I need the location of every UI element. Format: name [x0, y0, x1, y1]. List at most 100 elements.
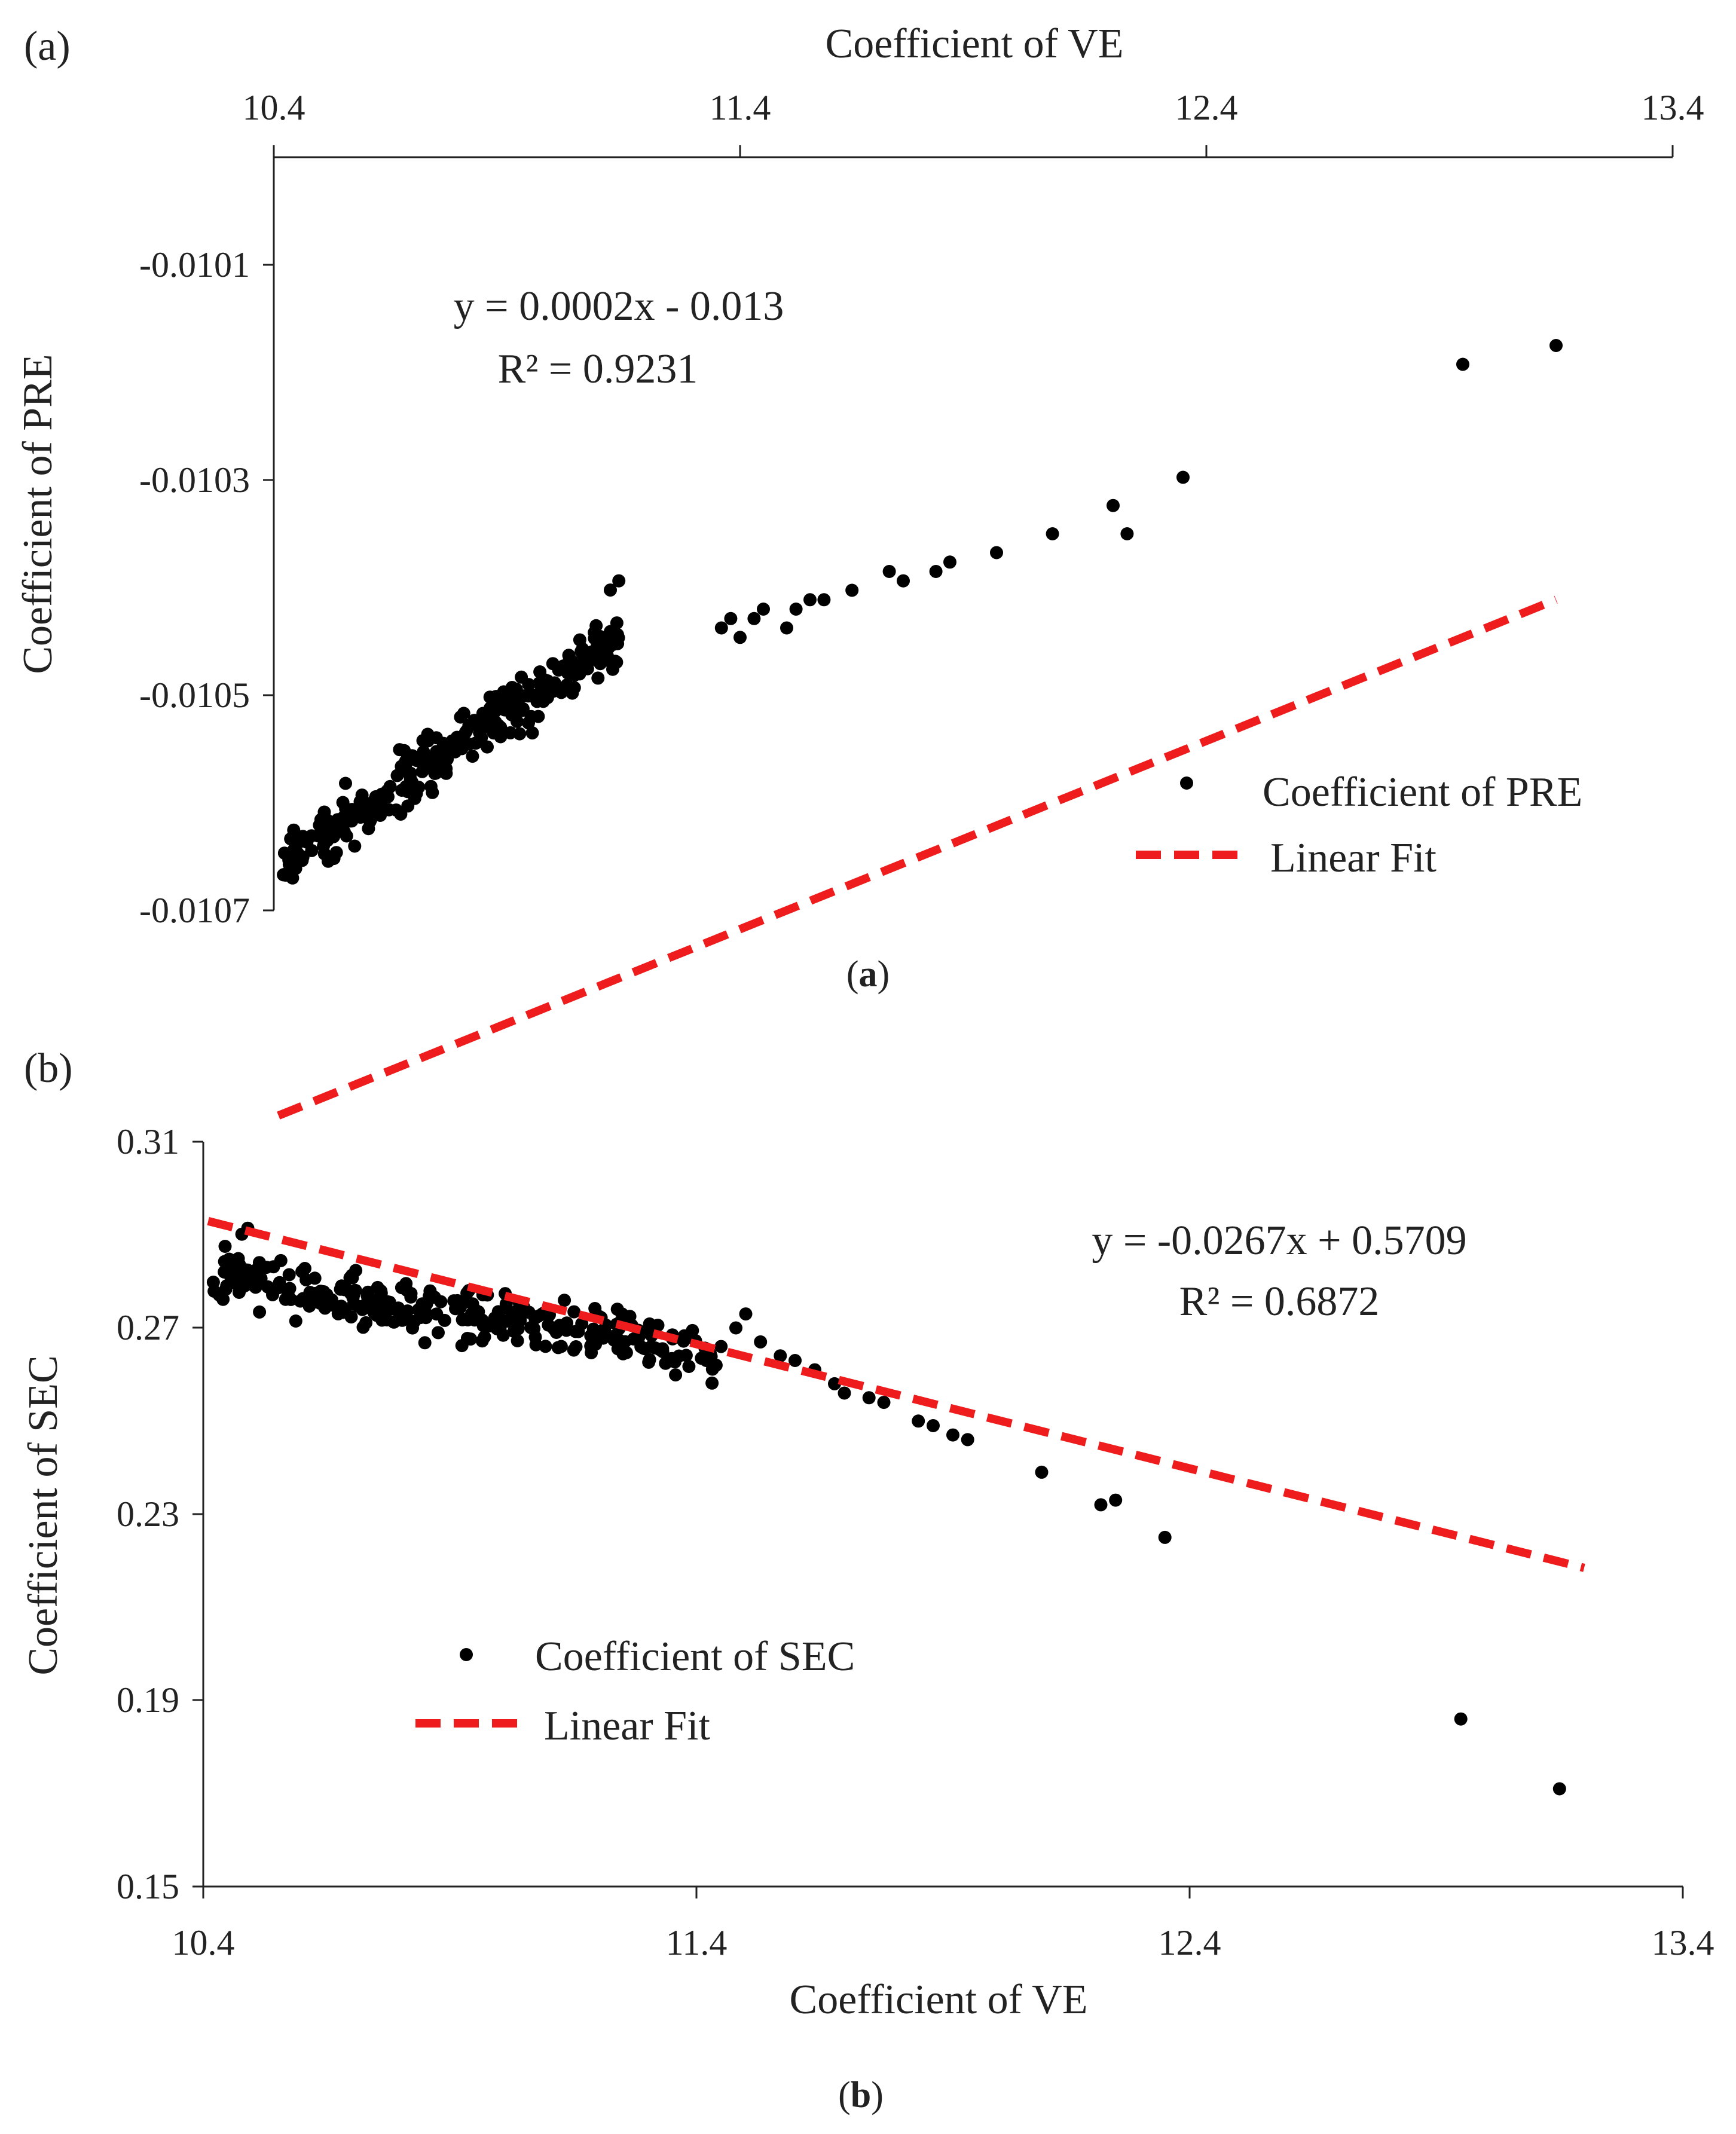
panel-b-label: (b): [24, 1045, 73, 1092]
panel-b-data-point: [558, 1294, 571, 1307]
panel-b-data-point: [283, 1282, 297, 1295]
panel-b-data-point: [709, 1358, 723, 1372]
panel-b-data-point: [1109, 1493, 1123, 1507]
panel-b-data-point: [361, 1285, 375, 1299]
panel-b-data-point: [961, 1433, 974, 1447]
panel-b-data-point: [400, 1283, 414, 1297]
panel-b-data-point: [619, 1346, 633, 1359]
panel-a-data-point: [505, 708, 519, 721]
panel-a-data-point: [1456, 357, 1469, 371]
panel-b-data-point: [542, 1318, 555, 1332]
panel-b-data-point: [539, 1340, 552, 1353]
panel-a-data-point: [552, 663, 566, 677]
panel-a-data-point: [393, 743, 407, 757]
panel-a-data-point: [305, 843, 319, 857]
panel-b-data-point: [418, 1336, 432, 1350]
panel-b-data-point: [644, 1340, 658, 1353]
panel-b-y-tick-label: 0.23: [117, 1494, 179, 1534]
panel-b-x-tick-label: 11.4: [666, 1923, 728, 1962]
panel-b-linear-fit-line: [207, 1217, 1585, 1572]
panel-a-data-point: [311, 829, 325, 843]
panel-b-data-point: [496, 1328, 510, 1342]
panel-a-data-point: [929, 565, 943, 578]
panel-b-data-point: [274, 1254, 288, 1267]
panel-b-legend-point-marker: [460, 1648, 473, 1661]
panel-a-y-tick-label: -0.0101: [139, 245, 250, 285]
panel-b-data-point: [528, 1330, 542, 1344]
panel-b-data-point: [253, 1305, 267, 1319]
panel-a-data-point: [430, 745, 444, 759]
panel-b-x-tick-label: 13.4: [1652, 1923, 1714, 1962]
panel-b-data-point: [356, 1320, 370, 1334]
panel-a-data-point: [395, 784, 409, 797]
panel-a-data-point: [353, 795, 367, 808]
panel-b-data-point: [638, 1325, 652, 1339]
panel-b-equation: y = -0.0267x + 0.5709 R² = 0.6872: [1092, 1218, 1466, 1325]
panel-b-data-point: [828, 1377, 841, 1390]
panel-a-data-point: [566, 686, 579, 700]
panel-a-data-point: [466, 750, 479, 763]
panel-a-equation: y = 0.0002x - 0.013 R² = 0.9231: [454, 283, 784, 392]
panel-b-data-point: [374, 1295, 387, 1309]
panel-b-data-point: [456, 1312, 470, 1326]
panel-b-data-point: [511, 1322, 525, 1335]
panel-b-data-point: [352, 1300, 365, 1313]
panel-b: (b) 0.31 0.27 0.23 0.19 0.15 10.4 11.4 1…: [20, 1045, 1714, 2115]
panel-a-data-point: [604, 583, 617, 597]
panel-a-data-point: [574, 644, 588, 658]
panel-b-data-point: [478, 1330, 491, 1344]
panel-a-axes: [263, 145, 1674, 912]
panel-b-legend-fit-label: Linear Fit: [544, 1703, 711, 1749]
panel-b-data-point: [729, 1321, 742, 1335]
panel-b-data-point: [946, 1428, 959, 1442]
panel-a-caption: (a): [846, 954, 890, 995]
panel-b-data-point: [476, 1319, 490, 1332]
panel-b-data-point: [677, 1334, 690, 1348]
panel-b-data-point: [714, 1340, 728, 1353]
panel-b-y-tick-label: 0.31: [117, 1122, 179, 1161]
panel-a-data-point: [1120, 527, 1134, 540]
panel-b-data-point: [207, 1285, 221, 1298]
panel-b-equation-text: y = -0.0267x + 0.5709: [1092, 1218, 1466, 1264]
panel-a-legend-point-marker: [1180, 776, 1193, 790]
panel-a-data-point: [295, 849, 308, 863]
panel-a-data-point: [370, 805, 384, 818]
panel-b-data-point: [491, 1305, 505, 1319]
panel-a-data-point: [354, 811, 368, 824]
panel-b-caption-letter: b: [851, 2075, 871, 2115]
panel-b-data-point: [877, 1396, 891, 1410]
panel-b-caption: (b): [838, 2075, 884, 2115]
panel-b-data-point: [912, 1414, 925, 1428]
panel-a-data-point: [882, 565, 896, 578]
panel-a-data-point: [481, 740, 494, 754]
panel-b-data-point: [233, 1286, 246, 1299]
panel-b-data-point: [557, 1319, 570, 1333]
panel-a-y-axis-title: Coefficient of PRE: [15, 354, 61, 674]
panel-b-data-point: [511, 1334, 524, 1347]
panel-b-data-point: [586, 1335, 600, 1349]
panel-a-data-point: [943, 555, 956, 569]
panel-a-y-tick-label: -0.0107: [139, 891, 250, 930]
panel-a-label: (a): [24, 23, 71, 69]
panel-a-data-point: [588, 644, 601, 658]
panel-b-axes: [192, 1141, 1684, 1898]
panel-b-data-point: [1454, 1712, 1468, 1726]
panel-b-data-point: [669, 1368, 683, 1382]
panel-b-data-point: [1094, 1498, 1108, 1512]
panel-b-data-point: [567, 1305, 581, 1319]
panel-a-data-point: [383, 779, 397, 793]
panel-b-x-tick-label: 12.4: [1159, 1923, 1221, 1962]
panel-b-data-point: [240, 1271, 253, 1285]
panel-a-x-tick-label: 12.4: [1175, 88, 1238, 127]
panel-a-data-point: [494, 730, 508, 744]
panel-b-data-point: [340, 1283, 353, 1297]
panel-a-x-tick-label: 11.4: [710, 88, 771, 127]
panel-a-legend-points-label: Coefficient of PRE: [1263, 769, 1582, 815]
panel-a-data-point: [845, 583, 859, 597]
panel-a-x-tick-label: 13.4: [1642, 88, 1704, 127]
panel-a-y-tick-label: -0.0105: [139, 675, 250, 715]
panel-a-data-point: [513, 727, 527, 741]
panel-b-data-point: [551, 1341, 565, 1355]
panel-a-x-tick-labels: 10.4 11.4 12.4 13.4: [243, 88, 1704, 127]
panel-a-data-point: [348, 839, 362, 853]
